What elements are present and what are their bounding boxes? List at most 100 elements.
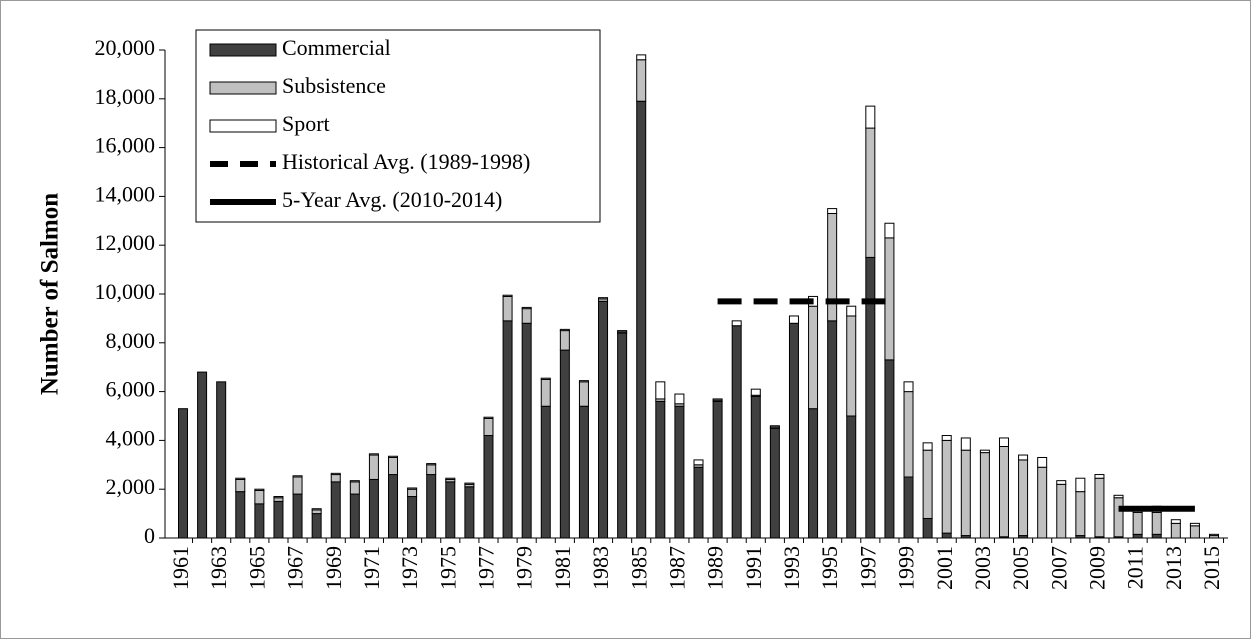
bar-segment: [903, 391, 914, 478]
bar-segment: [407, 487, 418, 490]
bar-segment: [254, 489, 265, 505]
bar-segment: [941, 532, 952, 539]
bar-segment: [712, 400, 723, 539]
bar-segment: [483, 416, 494, 419]
y-tick-label: 12,000: [95, 230, 156, 255]
bar-segment: [769, 427, 780, 539]
y-tick-label: 0: [144, 523, 155, 548]
x-tick-label: 1997: [855, 546, 880, 590]
bar-segment: [903, 476, 914, 539]
bar-segment: [922, 517, 933, 539]
x-tick-label: 2009: [1084, 546, 1109, 590]
y-tick-label: 8,000: [106, 328, 156, 353]
bar-segment: [254, 503, 265, 539]
x-tick-label: 2001: [932, 546, 957, 590]
bar-segment: [903, 381, 914, 393]
x-tick-label: 1963: [206, 546, 231, 590]
bar-segment: [235, 478, 246, 493]
x-tick-label: 1965: [244, 546, 269, 590]
bar-segment: [998, 437, 1009, 447]
x-tick-label: 2011: [1123, 546, 1148, 589]
bar-segment: [1113, 497, 1124, 538]
bar-segment: [254, 488, 265, 491]
bar-segment: [502, 320, 513, 539]
x-tick-label: 1967: [283, 546, 308, 590]
x-tick-label: 2003: [970, 546, 995, 590]
bar-segment: [216, 381, 227, 539]
bar-segment: [540, 378, 551, 407]
x-tick-label: 1975: [435, 546, 460, 590]
bar-segment: [330, 481, 341, 539]
y-axis-label: Number of Salmon: [37, 193, 64, 395]
bar-segment: [521, 308, 532, 324]
bar-segment: [788, 322, 799, 539]
bar-segment: [330, 472, 341, 476]
y-tick-label: 14,000: [95, 181, 156, 206]
legend-label: Historical Avg. (1989-1998): [282, 149, 530, 174]
y-tick-label: 4,000: [106, 425, 156, 450]
bar-segment: [235, 491, 246, 539]
bar-segment: [865, 105, 876, 129]
bar-segment: [922, 449, 933, 519]
bar-segment: [388, 456, 399, 476]
x-tick-label: 1979: [512, 546, 537, 590]
y-tick-label: 16,000: [95, 133, 156, 158]
legend-swatch: [209, 119, 277, 133]
bar-segment: [960, 449, 971, 537]
bar-segment: [750, 388, 761, 396]
legend-swatch: [209, 43, 277, 57]
bar-segment: [292, 493, 303, 539]
legend-label: 5-Year Avg. (2010-2014): [282, 187, 502, 212]
bar-segment: [1094, 477, 1105, 538]
bar-segment: [273, 496, 284, 499]
bar-segment: [197, 371, 208, 539]
bar-segment: [1056, 480, 1067, 485]
bar-segment: [827, 320, 838, 539]
bar-segment: [636, 54, 647, 61]
bar-segment: [922, 442, 933, 451]
x-tick-label: 1973: [397, 546, 422, 590]
x-tick-label: 1993: [779, 546, 804, 590]
bar-segment: [330, 474, 341, 483]
y-tick-label: 2,000: [106, 474, 156, 499]
bar-segment: [769, 425, 780, 428]
bar-segment: [693, 466, 704, 539]
bar-segment: [521, 322, 532, 539]
bar-segment: [941, 439, 952, 534]
bar-segment: [540, 405, 551, 539]
bar-segment: [273, 500, 284, 539]
legend-label: Sport: [282, 111, 330, 136]
bar-segment: [693, 459, 704, 466]
bar-segment: [407, 488, 418, 498]
bar-segment: [559, 349, 570, 539]
x-tick-label: 1991: [741, 546, 766, 590]
bar-segment: [292, 475, 303, 478]
bar-segment: [1170, 519, 1181, 524]
bar-segment: [884, 237, 895, 361]
bar-segment: [445, 477, 456, 480]
x-tick-label: 2013: [1161, 546, 1186, 590]
bar-segment: [712, 398, 723, 401]
bar-segment: [674, 405, 685, 539]
bar-segment: [1037, 466, 1048, 539]
x-tick-label: 1995: [817, 546, 842, 590]
bar-segment: [1132, 511, 1143, 535]
bar-segment: [827, 208, 838, 214]
bar-segment: [311, 508, 322, 511]
y-tick-label: 20,000: [95, 35, 156, 60]
bar-segment: [731, 320, 742, 327]
bar-segment: [426, 474, 437, 539]
bar-segment: [884, 359, 895, 539]
bar-segment: [388, 474, 399, 539]
bar-segment: [674, 393, 685, 405]
bar-segment: [559, 330, 570, 351]
bar-segment: [445, 481, 456, 539]
bar-segment: [368, 453, 379, 456]
y-tick-label: 18,000: [95, 84, 156, 109]
bar-segment: [979, 452, 990, 539]
bar-segment: [464, 482, 475, 485]
bar-segment: [617, 330, 628, 333]
